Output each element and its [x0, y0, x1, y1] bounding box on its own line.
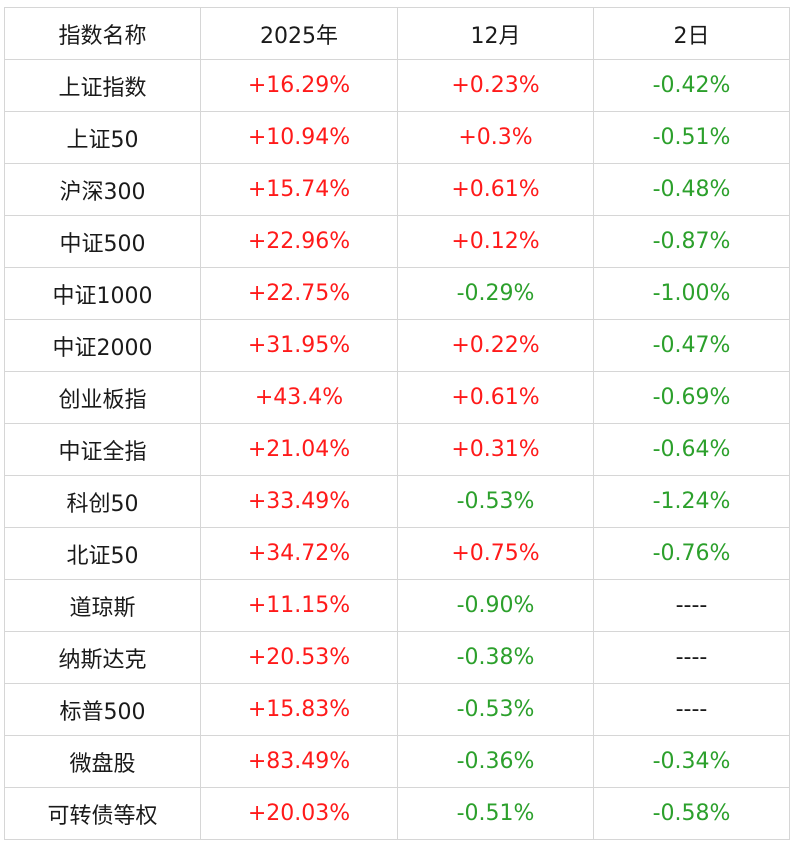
cell-day-change: -0.48%	[593, 163, 790, 216]
table-row: 标普500 +15.83% -0.53% ----	[4, 683, 790, 736]
cell-month-change: +0.3%	[397, 111, 594, 164]
cell-month-change: +0.12%	[397, 215, 594, 268]
table-row: 中证全指 +21.04% +0.31% -0.64%	[4, 423, 790, 476]
header-year: 2025年	[200, 7, 398, 60]
cell-month-change: +0.31%	[397, 423, 594, 476]
cell-month-change: +0.61%	[397, 163, 594, 216]
cell-index-name: 道琼斯	[4, 579, 201, 632]
cell-year-change: +22.96%	[200, 215, 398, 268]
table-row: 微盘股 +83.49% -0.36% -0.34%	[4, 735, 790, 788]
cell-month-change: +0.75%	[397, 527, 594, 580]
cell-month-change: -0.90%	[397, 579, 594, 632]
header-index-name: 指数名称	[4, 7, 201, 60]
table-row: 科创50 +33.49% -0.53% -1.24%	[4, 475, 790, 528]
cell-index-name: 创业板指	[4, 371, 201, 424]
cell-day-change: -1.24%	[593, 475, 790, 528]
cell-day-change: ----	[593, 683, 790, 736]
cell-year-change: +16.29%	[200, 59, 398, 112]
cell-index-name: 中证全指	[4, 423, 201, 476]
cell-month-change: -0.36%	[397, 735, 594, 788]
cell-index-name: 微盘股	[4, 735, 201, 788]
cell-day-change: -0.87%	[593, 215, 790, 268]
cell-year-change: +34.72%	[200, 527, 398, 580]
cell-index-name: 标普500	[4, 683, 201, 736]
cell-year-change: +15.83%	[200, 683, 398, 736]
cell-month-change: -0.38%	[397, 631, 594, 684]
cell-month-change: -0.51%	[397, 787, 594, 840]
cell-index-name: 纳斯达克	[4, 631, 201, 684]
cell-month-change: +0.23%	[397, 59, 594, 112]
cell-day-change: -0.42%	[593, 59, 790, 112]
index-performance-table: 指数名称 2025年 12月 2日 上证指数 +16.29% +0.23% -0.42…	[4, 7, 790, 840]
cell-month-change: -0.29%	[397, 267, 594, 320]
cell-year-change: +20.03%	[200, 787, 398, 840]
cell-month-change: -0.53%	[397, 683, 594, 736]
table-body: 上证指数 +16.29% +0.23% -0.42% 上证50 +10.94% +0.3% -…	[4, 59, 790, 840]
table-row: 中证1000 +22.75% -0.29% -1.00%	[4, 267, 790, 320]
table-row: 中证500 +22.96% +0.12% -0.87%	[4, 215, 790, 268]
table-row: 北证50 +34.72% +0.75% -0.76%	[4, 527, 790, 580]
table-row: 道琼斯 +11.15% -0.90% ----	[4, 579, 790, 632]
cell-year-change: +83.49%	[200, 735, 398, 788]
cell-index-name: 科创50	[4, 475, 201, 528]
cell-day-change: -1.00%	[593, 267, 790, 320]
table-row: 可转债等权 +20.03% -0.51% -0.58%	[4, 787, 790, 840]
table-row: 上证指数 +16.29% +0.23% -0.42%	[4, 59, 790, 112]
cell-year-change: +21.04%	[200, 423, 398, 476]
cell-day-change: -0.51%	[593, 111, 790, 164]
cell-index-name: 中证500	[4, 215, 201, 268]
cell-year-change: +10.94%	[200, 111, 398, 164]
cell-year-change: +20.53%	[200, 631, 398, 684]
cell-day-change: ----	[593, 631, 790, 684]
cell-index-name: 可转债等权	[4, 787, 201, 840]
cell-day-change: -0.69%	[593, 371, 790, 424]
cell-day-change: -0.47%	[593, 319, 790, 372]
table-row: 纳斯达克 +20.53% -0.38% ----	[4, 631, 790, 684]
cell-month-change: -0.53%	[397, 475, 594, 528]
index-performance-table-container: 指数名称 2025年 12月 2日 上证指数 +16.29% +0.23% -0.42…	[4, 7, 790, 840]
cell-index-name: 沪深300	[4, 163, 201, 216]
cell-day-change: -0.64%	[593, 423, 790, 476]
cell-month-change: +0.61%	[397, 371, 594, 424]
header-row: 指数名称 2025年 12月 2日	[4, 7, 790, 60]
cell-year-change: +11.15%	[200, 579, 398, 632]
cell-day-change: -0.58%	[593, 787, 790, 840]
cell-day-change: -0.34%	[593, 735, 790, 788]
header-day: 2日	[593, 7, 790, 60]
cell-index-name: 中证1000	[4, 267, 201, 320]
cell-index-name: 上证50	[4, 111, 201, 164]
cell-day-change: -0.76%	[593, 527, 790, 580]
table-row: 创业板指 +43.4% +0.61% -0.69%	[4, 371, 790, 424]
table-row: 中证2000 +31.95% +0.22% -0.47%	[4, 319, 790, 372]
table-row: 上证50 +10.94% +0.3% -0.51%	[4, 111, 790, 164]
cell-year-change: +22.75%	[200, 267, 398, 320]
cell-index-name: 中证2000	[4, 319, 201, 372]
cell-year-change: +15.74%	[200, 163, 398, 216]
cell-index-name: 北证50	[4, 527, 201, 580]
cell-year-change: +31.95%	[200, 319, 398, 372]
cell-index-name: 上证指数	[4, 59, 201, 112]
header-month: 12月	[397, 7, 594, 60]
cell-year-change: +33.49%	[200, 475, 398, 528]
cell-month-change: +0.22%	[397, 319, 594, 372]
table-row: 沪深300 +15.74% +0.61% -0.48%	[4, 163, 790, 216]
cell-year-change: +43.4%	[200, 371, 398, 424]
cell-day-change: ----	[593, 579, 790, 632]
